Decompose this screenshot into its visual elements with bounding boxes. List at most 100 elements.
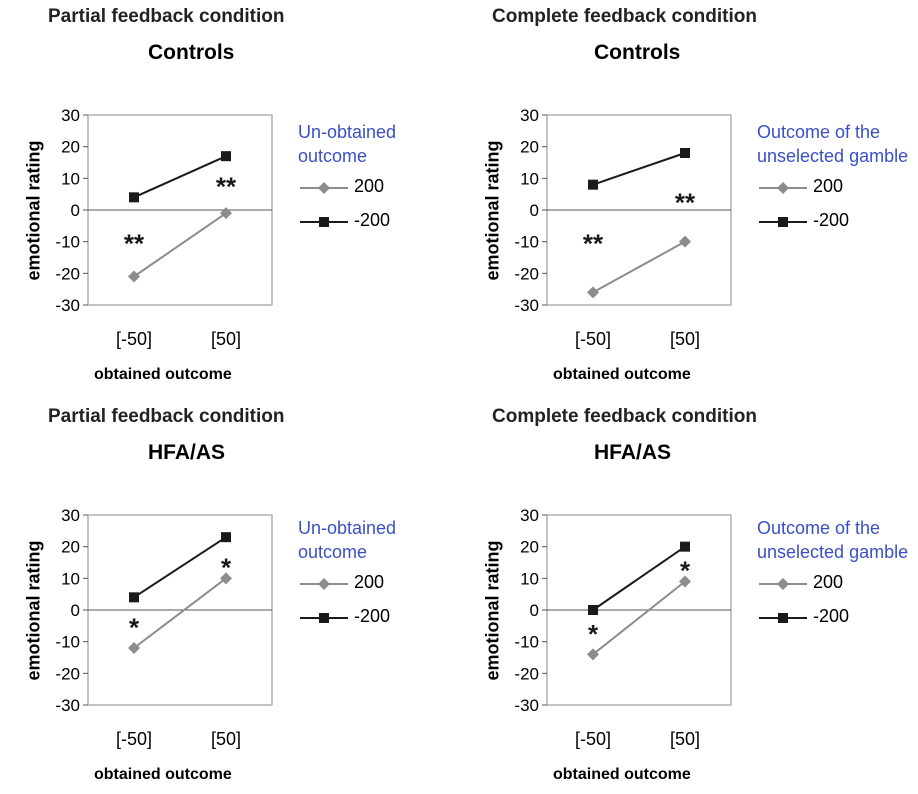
data-point (129, 592, 139, 603)
significance-marker: ** (675, 187, 696, 217)
y-tick-label: -30 (514, 296, 539, 315)
legend-label: -200 (354, 606, 391, 626)
series-line (592, 545, 686, 611)
chart-panel-2: Complete feedback condition Controls 30 20 1… (459, 0, 918, 394)
series-square (129, 532, 231, 603)
legend-item: -200 (757, 606, 877, 628)
y-tick-label: -20 (514, 664, 539, 683)
legend-marker (319, 217, 329, 227)
y-tick-label: -20 (514, 264, 539, 283)
legend-label: 200 (813, 176, 844, 196)
y-tick-label: 0 (530, 201, 539, 220)
y-tick-label: 0 (530, 601, 539, 620)
data-point (221, 532, 231, 543)
x-tick-label: [-50] (116, 329, 152, 349)
legend-marker (777, 182, 789, 194)
legend-item: 200 (298, 176, 418, 198)
significance-marker: ** (583, 229, 604, 259)
y-tick-label: -30 (55, 296, 80, 315)
series-diamond (587, 575, 691, 661)
condition-title: Complete feedback condition (492, 6, 757, 27)
series-line (133, 155, 227, 199)
legend-swatch (300, 578, 348, 590)
series-line (133, 212, 227, 278)
significance-marker: ** (124, 229, 145, 259)
legend-marker (319, 613, 329, 623)
y-tick-label: -10 (514, 233, 539, 252)
y-tick-label: -10 (55, 233, 80, 252)
series-square (129, 151, 231, 203)
y-tick-label: 20 (520, 538, 539, 557)
series-square (588, 541, 690, 615)
y-tick-label: 20 (61, 138, 80, 157)
legend-item: -200 (757, 210, 877, 232)
legend-title: Outcome of the unselected gamble (757, 518, 909, 562)
plot-area: 30 20 10 0 -10 -20 -30 [-50] [50] ** ** (55, 106, 273, 349)
legend-swatch (759, 613, 807, 623)
legend-item: 200 (298, 572, 418, 594)
group-title: Controls (594, 41, 681, 64)
condition-title: Partial feedback condition (48, 406, 285, 427)
y-tick-label: 10 (520, 169, 539, 188)
data-point (587, 286, 599, 299)
y-axis-label: emotional rating (23, 140, 44, 281)
plot-area: 30 20 10 0 -10 -20 -30 [-50] [50] * * (514, 506, 732, 749)
x-tick-label: [50] (211, 729, 241, 749)
y-tick-label: 0 (71, 601, 80, 620)
series-line (133, 577, 227, 649)
x-axis-label: obtained outcome (553, 766, 691, 783)
significance-marker: ** (216, 172, 237, 202)
legend-swatch (300, 217, 348, 227)
legend-item: 200 (757, 572, 877, 594)
significance-marker: * (129, 613, 140, 643)
legend-title: Un-obtained outcome (298, 122, 397, 166)
legend-marker (318, 182, 330, 194)
series-line (592, 240, 686, 294)
x-tick-label: [50] (670, 729, 700, 749)
x-tick-label: [-50] (575, 329, 611, 349)
y-tick-label: -20 (55, 264, 80, 283)
legend-marker (778, 217, 788, 227)
legend-item: -200 (298, 606, 418, 628)
data-point (221, 151, 231, 162)
series-diamond (128, 207, 232, 283)
x-tick-label: [-50] (116, 729, 152, 749)
legend-marker (778, 613, 788, 623)
chart-panel-4: Complete feedback condition HFA/AS 30 20 10 0… (459, 400, 918, 794)
legend-label: 200 (813, 572, 844, 592)
series-square (588, 148, 690, 190)
chart-panel-1: Partial feedback condition Controls 30 20 10… (0, 0, 459, 394)
legend-swatch (300, 613, 348, 623)
y-tick-label: 30 (520, 506, 539, 525)
group-title: HFA/AS (148, 441, 226, 464)
legend-swatch (300, 182, 348, 194)
x-tick-label: [-50] (575, 729, 611, 749)
legend-title: Outcome of the unselected gamble (757, 122, 909, 166)
series-diamond (587, 235, 691, 299)
series-line (133, 536, 227, 599)
x-tick-label: [50] (670, 329, 700, 349)
y-tick-label: 10 (61, 169, 80, 188)
x-axis-label: obtained outcome (553, 366, 691, 383)
legend-item: -200 (298, 210, 418, 232)
y-tick-label: -30 (55, 696, 80, 715)
data-point (220, 207, 232, 220)
y-tick-label: 30 (61, 106, 80, 125)
legend-swatch (759, 182, 807, 194)
group-title: Controls (148, 41, 235, 64)
y-axis-label: emotional rating (482, 540, 503, 681)
legend-label: -200 (354, 210, 391, 230)
data-point (128, 642, 140, 654)
significance-marker: * (588, 619, 599, 649)
legend-label: 200 (354, 572, 385, 592)
data-point (679, 575, 691, 588)
y-tick-label: 10 (61, 569, 80, 588)
data-point (588, 605, 598, 615)
plot-area: 30 20 10 0 -10 -20 -30 [-50] [50] * * (55, 506, 273, 749)
y-tick-label: 30 (61, 506, 80, 525)
legend-item: 200 (757, 176, 877, 198)
data-point (680, 541, 690, 552)
legend-title: Un-obtained outcome (298, 518, 397, 562)
significance-marker: * (680, 556, 691, 586)
